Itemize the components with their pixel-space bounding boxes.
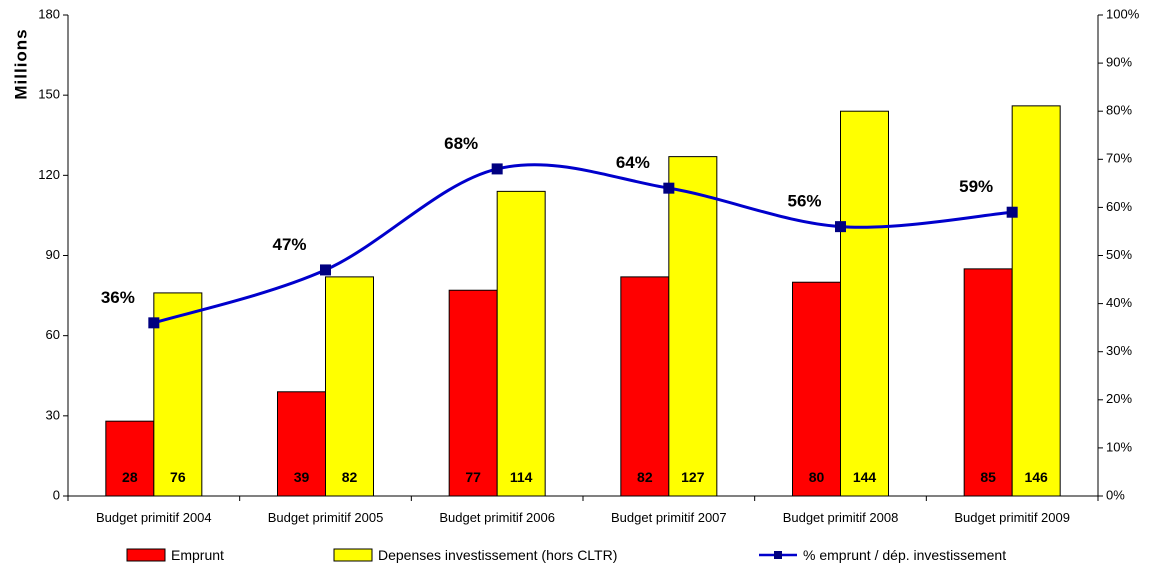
bar-value-label: 28 bbox=[122, 469, 138, 485]
bar-depenses bbox=[840, 110, 889, 497]
legend-label-depenses: Depenses investissement (hors CLTR) bbox=[378, 547, 617, 563]
pct-value-label: 36% bbox=[101, 288, 135, 307]
bar-value-label: 77 bbox=[465, 469, 481, 485]
data-labels: 28 76 39 82 77 114 82 127 80 144 85 146 36% 47% 68% 64%… bbox=[101, 134, 1048, 485]
bar-emprunt bbox=[792, 281, 841, 497]
bar-depenses bbox=[325, 276, 374, 497]
bar-value-label: 82 bbox=[342, 469, 358, 485]
pct-marker bbox=[320, 264, 331, 276]
pct-marker bbox=[663, 182, 675, 194]
y-tick-label: 0 bbox=[53, 487, 60, 502]
bar-value-label: 76 bbox=[170, 469, 186, 485]
y-tick-label: 60 bbox=[46, 327, 60, 342]
pct-value-label: 59% bbox=[959, 177, 993, 196]
legend-label-pct: % emprunt / dép. investissement bbox=[803, 547, 1006, 563]
y2-tick-label: 80% bbox=[1106, 103, 1132, 118]
x-category-label: Budget primitif 2004 bbox=[96, 510, 212, 525]
legend: Emprunt Depenses investissement (hors CL… bbox=[126, 547, 1006, 563]
y2-tick-label: 100% bbox=[1106, 6, 1140, 21]
y2-tick-label: 40% bbox=[1106, 295, 1132, 310]
bar-value-label: 144 bbox=[853, 469, 877, 485]
x-category-label: Budget primitif 2009 bbox=[954, 510, 1070, 525]
legend-swatch-depenses bbox=[333, 548, 373, 562]
y-tick-label: 120 bbox=[38, 167, 60, 182]
bar-value-label: 39 bbox=[294, 469, 310, 485]
y2-tick-label: 30% bbox=[1106, 343, 1132, 358]
bar-emprunt bbox=[448, 289, 498, 497]
bar-emprunt bbox=[963, 268, 1013, 497]
y-tick-label: 90 bbox=[46, 247, 60, 262]
bar-value-label: 80 bbox=[809, 469, 825, 485]
pct-value-label: 56% bbox=[787, 192, 821, 211]
y2-tick-label: 70% bbox=[1106, 151, 1132, 166]
bar-depenses bbox=[153, 292, 203, 497]
bar-depenses bbox=[1011, 105, 1061, 497]
legend-marker-line bbox=[774, 551, 782, 559]
pct-line bbox=[153, 163, 1013, 325]
pct-value-label: 64% bbox=[616, 153, 650, 172]
bar-value-label: 82 bbox=[637, 469, 653, 485]
bar-emprunt bbox=[620, 276, 670, 497]
legend-swatch-emprunt bbox=[126, 548, 166, 562]
y-axis-label: Millions bbox=[11, 28, 30, 99]
y2-tick-label: 0% bbox=[1106, 487, 1125, 502]
bar-depenses bbox=[496, 190, 546, 497]
y2-tick-label: 60% bbox=[1106, 199, 1132, 214]
x-category-label: Budget primitif 2007 bbox=[611, 510, 727, 525]
pct-value-label: 68% bbox=[444, 134, 478, 153]
y2-tick-label: 10% bbox=[1106, 439, 1132, 454]
y2-tick-label: 20% bbox=[1106, 391, 1132, 406]
y-tick-label: 180 bbox=[38, 6, 60, 21]
pct-marker bbox=[148, 317, 160, 329]
y2-tick-label: 90% bbox=[1106, 55, 1132, 70]
bar-value-label: 146 bbox=[1024, 469, 1048, 485]
pct-marker bbox=[835, 221, 846, 233]
x-category-label: Budget primitif 2005 bbox=[268, 510, 384, 525]
x-category-label: Budget primitif 2006 bbox=[439, 510, 555, 525]
legend-label-emprunt: Emprunt bbox=[171, 547, 224, 563]
axes: 0 30 60 90 120 150 180 0% 10% 20% 30% 40% 50% 60% 70% 8… bbox=[38, 6, 1139, 525]
line-series bbox=[148, 163, 1018, 329]
y2-tick-label: 50% bbox=[1106, 247, 1132, 262]
y-tick-label: 30 bbox=[46, 407, 60, 422]
pct-value-label: 47% bbox=[272, 235, 306, 254]
y-tick-label: 150 bbox=[38, 87, 60, 102]
bars bbox=[105, 105, 1061, 497]
pct-marker bbox=[1006, 206, 1018, 218]
x-category-label: Budget primitif 2008 bbox=[783, 510, 899, 525]
bar-value-label: 85 bbox=[980, 469, 996, 485]
bar-value-label: 114 bbox=[510, 469, 533, 485]
pct-marker bbox=[491, 163, 503, 175]
bar-depenses bbox=[668, 156, 718, 497]
bar-value-label: 127 bbox=[681, 469, 705, 485]
